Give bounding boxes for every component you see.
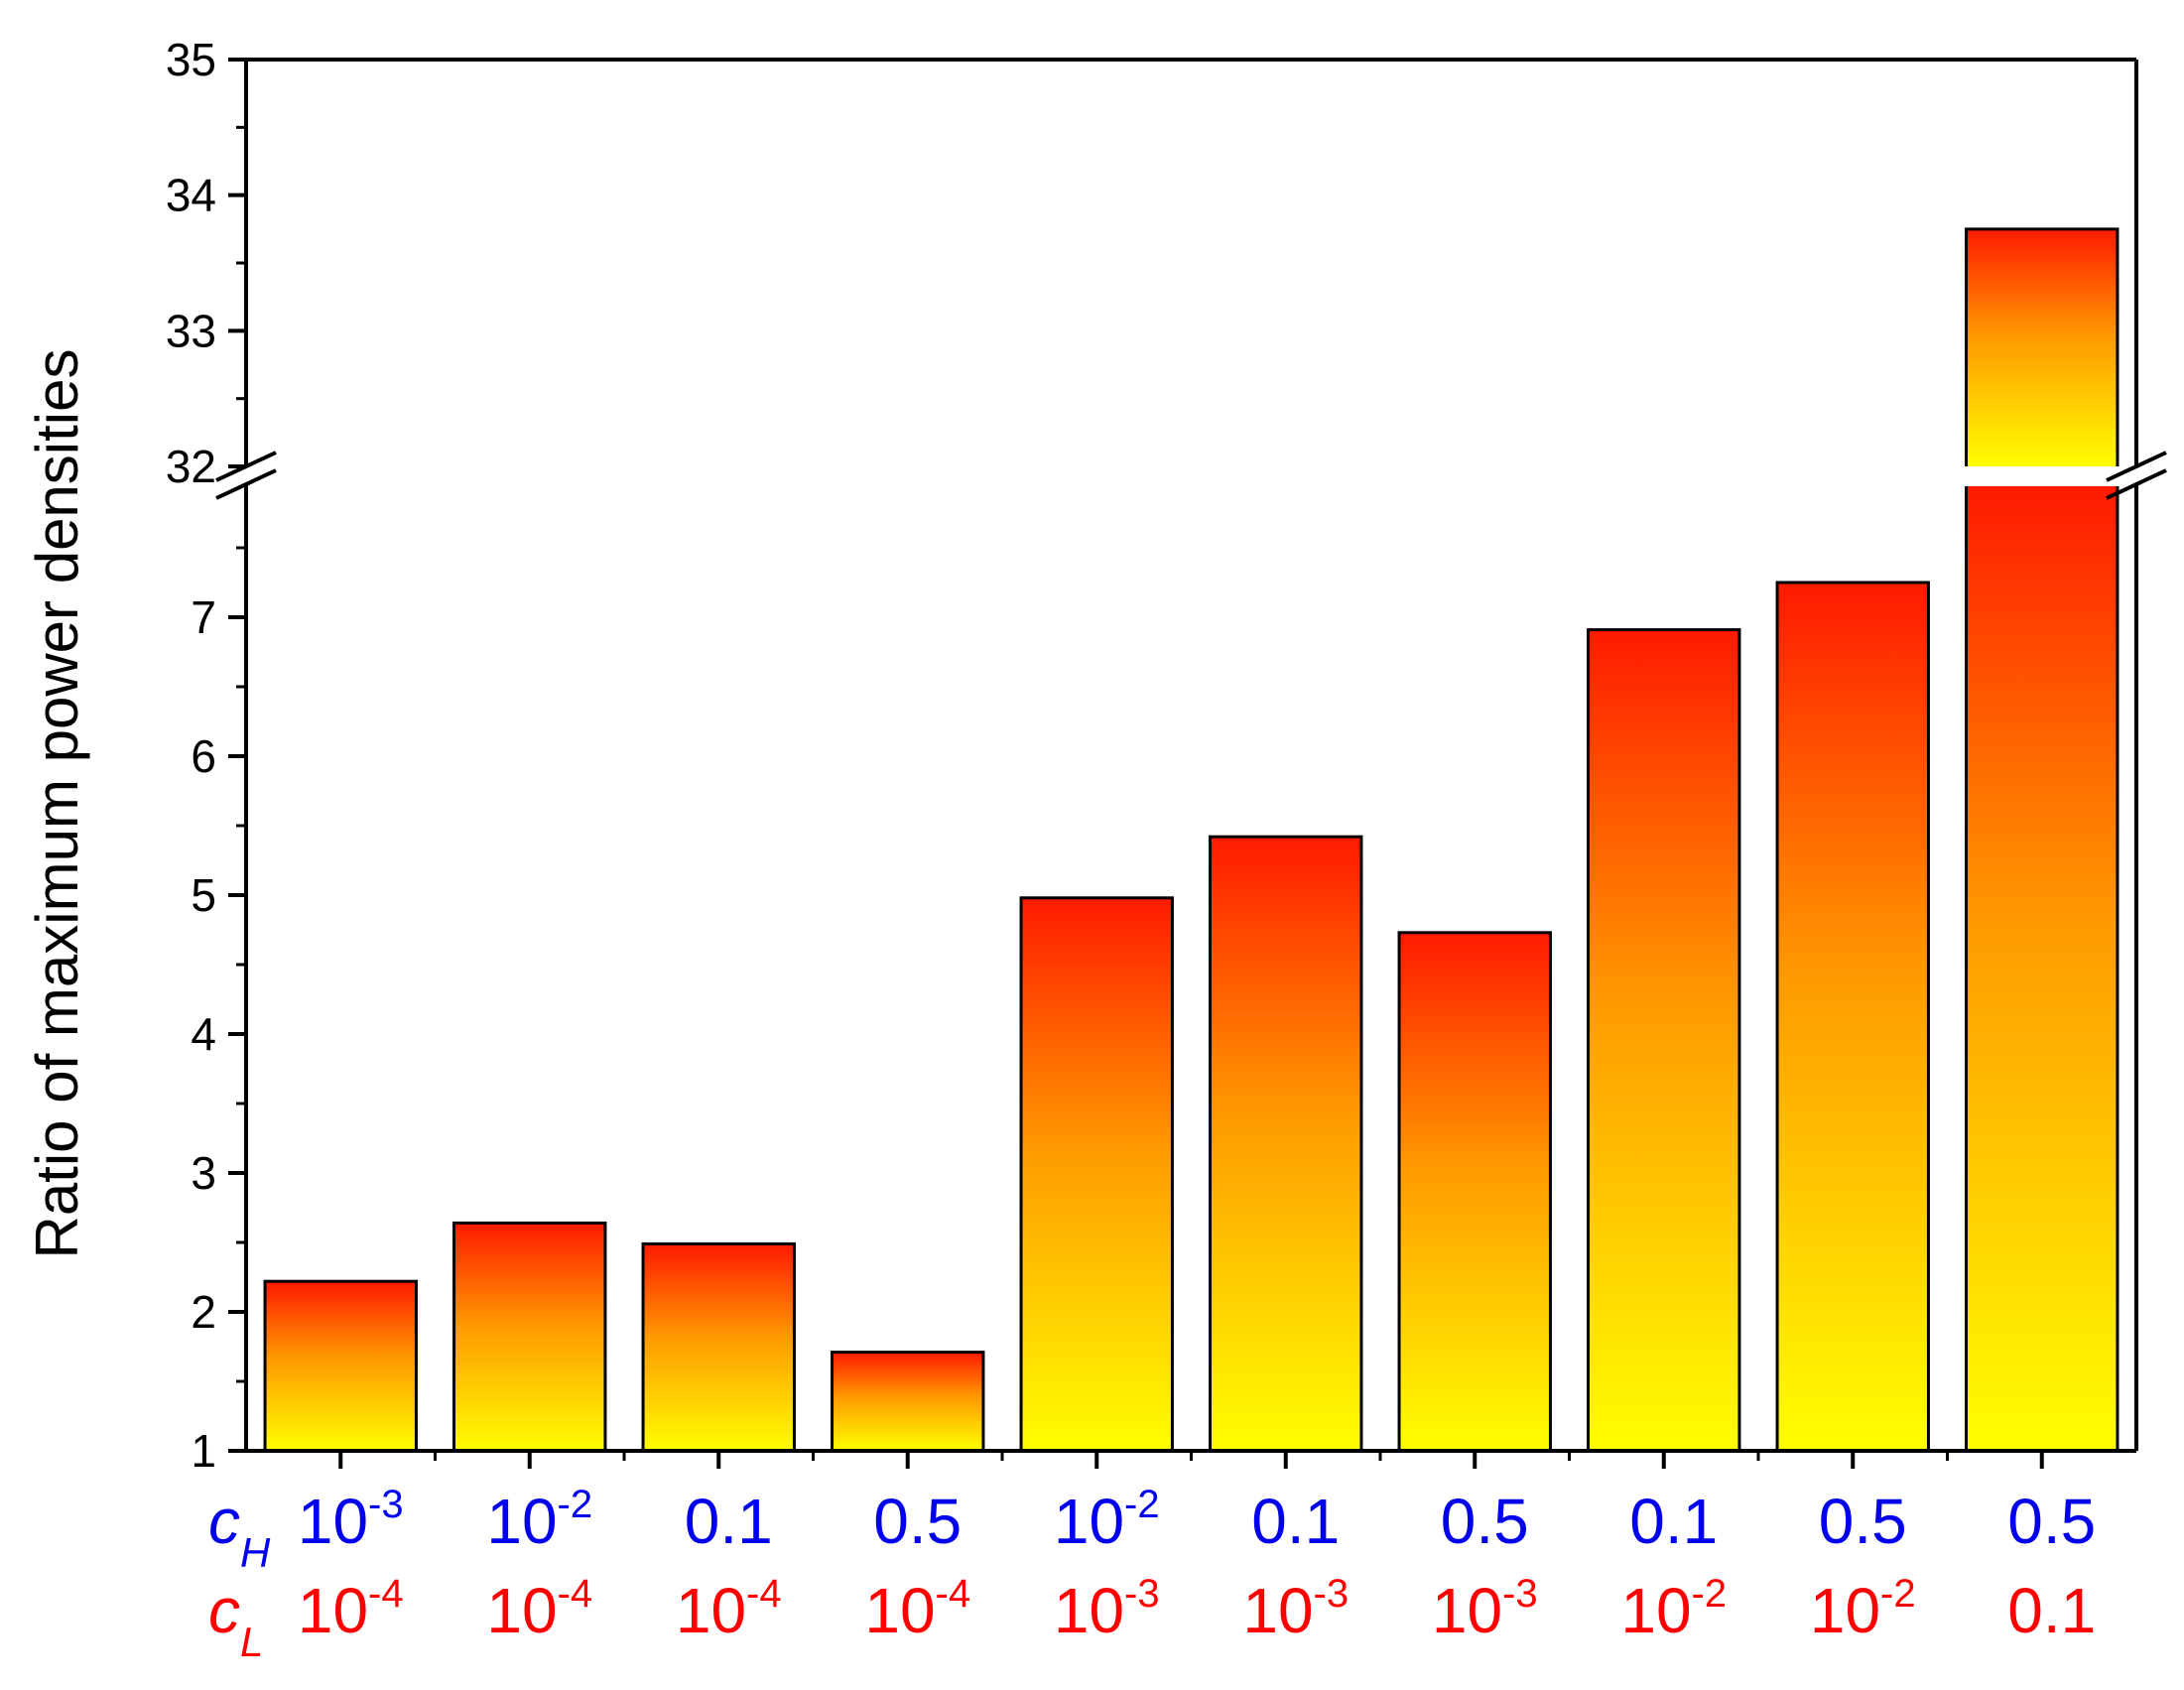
y-tick-label-33: 33 <box>166 305 216 356</box>
row-label-cH: cH <box>208 1486 271 1576</box>
y-tick-label-5: 5 <box>191 869 216 921</box>
y-tick-label-7: 7 <box>191 591 216 643</box>
bars-layer <box>263 227 2120 1453</box>
bar-5 <box>1019 896 1174 1453</box>
cL-label-2: 10-4 <box>486 1572 592 1646</box>
cH-label-6: 0.1 <box>1251 1486 1340 1557</box>
cH-label-8: 0.1 <box>1629 1486 1718 1557</box>
bar-3 <box>641 1241 796 1453</box>
cL-label-6: 10-3 <box>1242 1572 1349 1646</box>
bar-2 <box>452 1221 607 1453</box>
bar-6 <box>1209 835 1363 1453</box>
bar-8 <box>1587 628 1741 1453</box>
cL-label-5: 10-3 <box>1054 1572 1160 1646</box>
axis-break-mark-right-2 <box>2106 468 2167 500</box>
bar-1 <box>263 1279 418 1453</box>
cL-label-8: 10-2 <box>1620 1572 1727 1646</box>
y-tick-label-6: 6 <box>191 730 216 782</box>
cH-label-5: 10-2 <box>1054 1483 1160 1557</box>
cH-label-9: 0.5 <box>1819 1486 1907 1557</box>
x-ticks-layer <box>338 1451 2044 1469</box>
bar-10-lower <box>1966 486 2118 1451</box>
bar-10-upper <box>1966 228 2118 466</box>
y-tick-label-4: 4 <box>191 1008 216 1060</box>
y-tick-label-2: 2 <box>191 1286 216 1338</box>
y-tick-label-35: 35 <box>166 34 216 85</box>
cL-label-1: 10-4 <box>298 1572 404 1646</box>
bar-10-upper-outline <box>1965 227 2120 466</box>
y-tick-label-32: 32 <box>166 441 216 492</box>
y-tick-label-3: 3 <box>191 1147 216 1199</box>
cH-label-3: 0.1 <box>685 1486 773 1557</box>
cH-label-10: 0.5 <box>2007 1486 2096 1557</box>
cH-label-2: 10-2 <box>486 1483 592 1557</box>
cL-label-3: 10-4 <box>676 1572 782 1646</box>
category-labels-layer: 10-3 10-4 10-2 10-4 0.1 10-4 0.5 10-4 10-2 10-3 0.… <box>298 1483 2096 1646</box>
y-axis-title: Ratio of maximum power densities <box>24 348 90 1258</box>
bar-7 <box>1397 931 1552 1453</box>
cL-label-10: 0.1 <box>2007 1575 2096 1646</box>
row-label-cL: cL <box>208 1575 263 1665</box>
bar-9 <box>1775 581 1930 1453</box>
bar-10 <box>1965 227 2120 1453</box>
row-cH-text: cH <box>208 1486 271 1576</box>
y-tick-label-34: 34 <box>166 170 216 221</box>
cL-label-4: 10-4 <box>864 1572 970 1646</box>
axis-break-mark-right-1 <box>2106 451 2167 482</box>
y-tick-label-1: 1 <box>191 1425 216 1477</box>
cL-label-9: 10-2 <box>1810 1572 1916 1646</box>
axes-layer <box>206 58 2176 1453</box>
cH-label-1: 10-3 <box>298 1483 404 1557</box>
cH-label-7: 0.5 <box>1441 1486 1529 1557</box>
axis-break-gap <box>206 467 2176 483</box>
cH-label-4: 0.5 <box>873 1486 962 1557</box>
row-cL-text: cL <box>208 1575 263 1665</box>
bar-4 <box>831 1351 985 1453</box>
axis-break-mark-left-2 <box>215 468 277 500</box>
cL-label-7: 10-3 <box>1432 1572 1538 1646</box>
